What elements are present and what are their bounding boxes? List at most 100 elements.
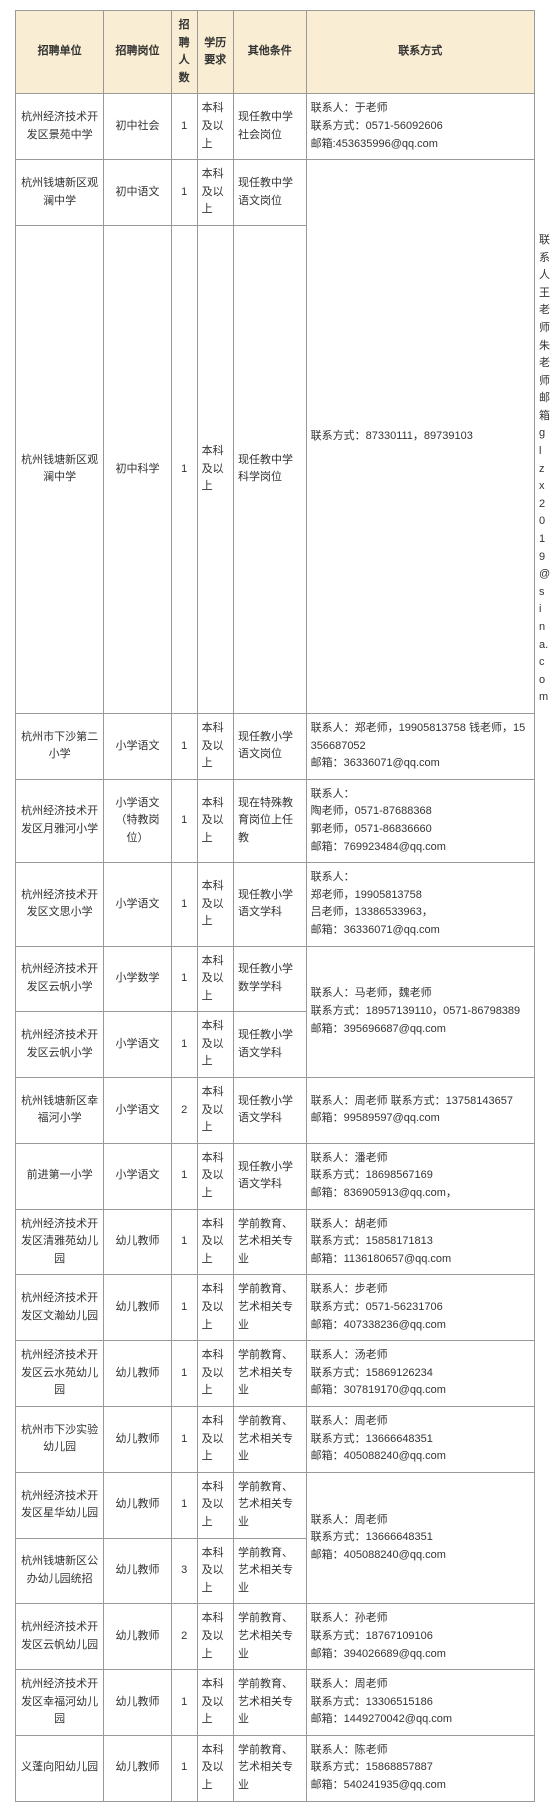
cell-num: 1: [171, 713, 197, 779]
cell-other: 现在特殊教育岗位上任教: [233, 779, 306, 862]
cell-contact: 联系人：孙老师 联系方式：18767109106 邮箱：394026689@qq…: [306, 1604, 534, 1670]
cell-edu: 本科及以上: [197, 1735, 233, 1801]
header-contact: 联系方式: [306, 11, 534, 94]
cell-other: 学前教育、艺术相关专业: [233, 1670, 306, 1736]
cell-edu: 本科及以上: [197, 160, 233, 226]
cell-unit: 杭州经济技术开发区月雅河小学: [16, 779, 104, 862]
cell-edu: 本科及以上: [197, 1604, 233, 1670]
cell-post: 初中社会: [104, 94, 171, 160]
cell-post: 小学语文（特教岗位）: [104, 779, 171, 862]
cell-num: 1: [171, 1012, 197, 1078]
cell-unit: 杭州市下沙第二小学: [16, 713, 104, 779]
cell-unit: 杭州钱塘新区幸福河小学: [16, 1078, 104, 1144]
recruitment-table: 招聘单位 招聘岗位 招聘人数 学历要求 其他条件 联系方式 杭州经济技术开发区景…: [15, 10, 535, 1802]
cell-post: 小学语文: [104, 1078, 171, 1144]
cell-other: 现任教小学语文学科: [233, 1012, 306, 1078]
cell-contact: 联系人：潘老师 联系方式：18698567169 邮箱：836905913@qq…: [306, 1143, 534, 1209]
table-row: 杭州经济技术开发区幸福河幼儿园幼儿教师1本科及以上学前教育、艺术相关专业联系人：…: [16, 1670, 535, 1736]
cell-other: 现任教小学语文学科: [233, 1078, 306, 1144]
table-row: 杭州经济技术开发区文瀚幼儿园幼儿教师1本科及以上学前教育、艺术相关专业联系人：步…: [16, 1275, 535, 1341]
cell-num: 3: [171, 1538, 197, 1604]
cell-unit: 前进第一小学: [16, 1143, 104, 1209]
cell-num: 1: [171, 225, 197, 713]
cell-edu: 本科及以上: [197, 946, 233, 1012]
cell-contact: 联系人：马老师，魏老师 联系方式：18957139110，0571-867983…: [306, 946, 534, 1078]
cell-unit: 杭州经济技术开发区景苑中学: [16, 94, 104, 160]
cell-other: 现任教中学社会岗位: [233, 94, 306, 160]
cell-unit: 杭州钱塘新区观澜中学: [16, 160, 104, 226]
cell-num: 1: [171, 1341, 197, 1407]
cell-other: 学前教育、艺术相关专业: [233, 1604, 306, 1670]
cell-post: 初中科学: [104, 225, 171, 713]
header-num: 招聘人数: [171, 11, 197, 94]
table-row: 杭州经济技术开发区星华幼儿园幼儿教师1本科及以上学前教育、艺术相关专业联系人：周…: [16, 1472, 535, 1538]
cell-edu: 本科及以上: [197, 1538, 233, 1604]
header-other: 其他条件: [233, 11, 306, 94]
table-row: 杭州钱塘新区观澜中学初中语文1本科及以上现任教中学语文岗位联系方式：873301…: [16, 160, 535, 226]
cell-contact: 联系人：郑老师，19905813758 钱老师，15356687052 邮箱：3…: [306, 713, 534, 779]
cell-other: 现任教中学科学岗位: [233, 225, 306, 713]
cell-num: 1: [171, 946, 197, 1012]
cell-edu: 本科及以上: [197, 1341, 233, 1407]
cell-post: 小学语文: [104, 1012, 171, 1078]
table-row: 杭州经济技术开发区云水苑幼儿园幼儿教师1本科及以上学前教育、艺术相关专业联系人：…: [16, 1341, 535, 1407]
cell-post: 小学语文: [104, 863, 171, 946]
cell-contact: 联系人：周老师 联系方式：13666648351 邮箱：405088240@qq…: [306, 1406, 534, 1472]
cell-other: 学前教育、艺术相关专业: [233, 1538, 306, 1604]
cell-num: 1: [171, 160, 197, 226]
cell-contact: 联系人：陈老师 联系方式：15868857887 邮箱：540241935@qq…: [306, 1735, 534, 1801]
cell-unit: 杭州经济技术开发区文瀚幼儿园: [16, 1275, 104, 1341]
cell-unit: 义蓬向阳幼儿园: [16, 1735, 104, 1801]
cell-post: 幼儿教师: [104, 1275, 171, 1341]
cell-num: 1: [171, 94, 197, 160]
cell-unit: 杭州经济技术开发区文思小学: [16, 863, 104, 946]
table-row: 前进第一小学小学语文1本科及以上现任教小学语文学科联系人：潘老师 联系方式：18…: [16, 1143, 535, 1209]
cell-post: 幼儿教师: [104, 1604, 171, 1670]
cell-post: 小学语文: [104, 713, 171, 779]
cell-unit: 杭州经济技术开发区云帆小学: [16, 946, 104, 1012]
cell-edu: 本科及以上: [197, 1012, 233, 1078]
cell-post: 初中语文: [104, 160, 171, 226]
cell-unit: 杭州经济技术开发区云帆小学: [16, 1012, 104, 1078]
cell-num: 1: [171, 1209, 197, 1275]
cell-post: 幼儿教师: [104, 1735, 171, 1801]
cell-edu: 本科及以上: [197, 1406, 233, 1472]
cell-contact: 联系人： 陶老师，0571-87688368 郭老师，0571-86836660…: [306, 779, 534, 862]
cell-num: 1: [171, 1735, 197, 1801]
header-unit: 招聘单位: [16, 11, 104, 94]
cell-num: 1: [171, 1406, 197, 1472]
cell-post: 小学语文: [104, 1143, 171, 1209]
table-body: 杭州经济技术开发区景苑中学初中社会1本科及以上现任教中学社会岗位联系人：于老师 …: [16, 94, 535, 1801]
cell-post: 幼儿教师: [104, 1538, 171, 1604]
cell-other: 学前教育、艺术相关专业: [233, 1275, 306, 1341]
cell-other: 学前教育、艺术相关专业: [233, 1209, 306, 1275]
cell-edu: 本科及以上: [197, 1472, 233, 1538]
cell-edu: 本科及以上: [197, 1143, 233, 1209]
cell-num: 1: [171, 1670, 197, 1736]
table-row: 杭州经济技术开发区景苑中学初中社会1本科及以上现任教中学社会岗位联系人：于老师 …: [16, 94, 535, 160]
cell-other: 学前教育、艺术相关专业: [233, 1406, 306, 1472]
table-row: 杭州经济技术开发区云帆幼儿园幼儿教师2本科及以上学前教育、艺术相关专业联系人：孙…: [16, 1604, 535, 1670]
cell-unit: 杭州经济技术开发区云帆幼儿园: [16, 1604, 104, 1670]
cell-unit: 杭州钱塘新区观澜中学: [16, 225, 104, 713]
table-row: 杭州经济技术开发区清雅苑幼儿园幼儿教师1本科及以上学前教育、艺术相关专业联系人：…: [16, 1209, 535, 1275]
table-row: 杭州市下沙实验幼儿园幼儿教师1本科及以上学前教育、艺术相关专业联系人：周老师 联…: [16, 1406, 535, 1472]
table-row: 义蓬向阳幼儿园幼儿教师1本科及以上学前教育、艺术相关专业联系人：陈老师 联系方式…: [16, 1735, 535, 1801]
cell-num: 2: [171, 1078, 197, 1144]
cell-unit: 杭州经济技术开发区清雅苑幼儿园: [16, 1209, 104, 1275]
cell-other: 学前教育、艺术相关专业: [233, 1341, 306, 1407]
cell-edu: 本科及以上: [197, 713, 233, 779]
cell-contact: 联系人：周老师 联系方式：13306515186 邮箱：1449270042@q…: [306, 1670, 534, 1736]
cell-post: 幼儿教师: [104, 1341, 171, 1407]
cell-contact: 联系人： 郑老师，19905813758 吕老师，13386533963， 邮箱…: [306, 863, 534, 946]
header-edu: 学历要求: [197, 11, 233, 94]
cell-edu: 本科及以上: [197, 1275, 233, 1341]
table-row: 杭州经济技术开发区云帆小学小学数学1本科及以上现任教小学数学学科联系人：马老师，…: [16, 946, 535, 1012]
table-row: 杭州经济技术开发区月雅河小学小学语文（特教岗位）1本科及以上现在特殊教育岗位上任…: [16, 779, 535, 862]
cell-contact: 联系人：汤老师 联系方式：15869126234 邮箱：307819170@qq…: [306, 1341, 534, 1407]
cell-edu: 本科及以上: [197, 863, 233, 946]
cell-post: 小学数学: [104, 946, 171, 1012]
cell-post: 幼儿教师: [104, 1209, 171, 1275]
cell-edu: 本科及以上: [197, 1670, 233, 1736]
table-row: 杭州市下沙第二小学小学语文1本科及以上现任教小学语文岗位联系人：郑老师，1990…: [16, 713, 535, 779]
